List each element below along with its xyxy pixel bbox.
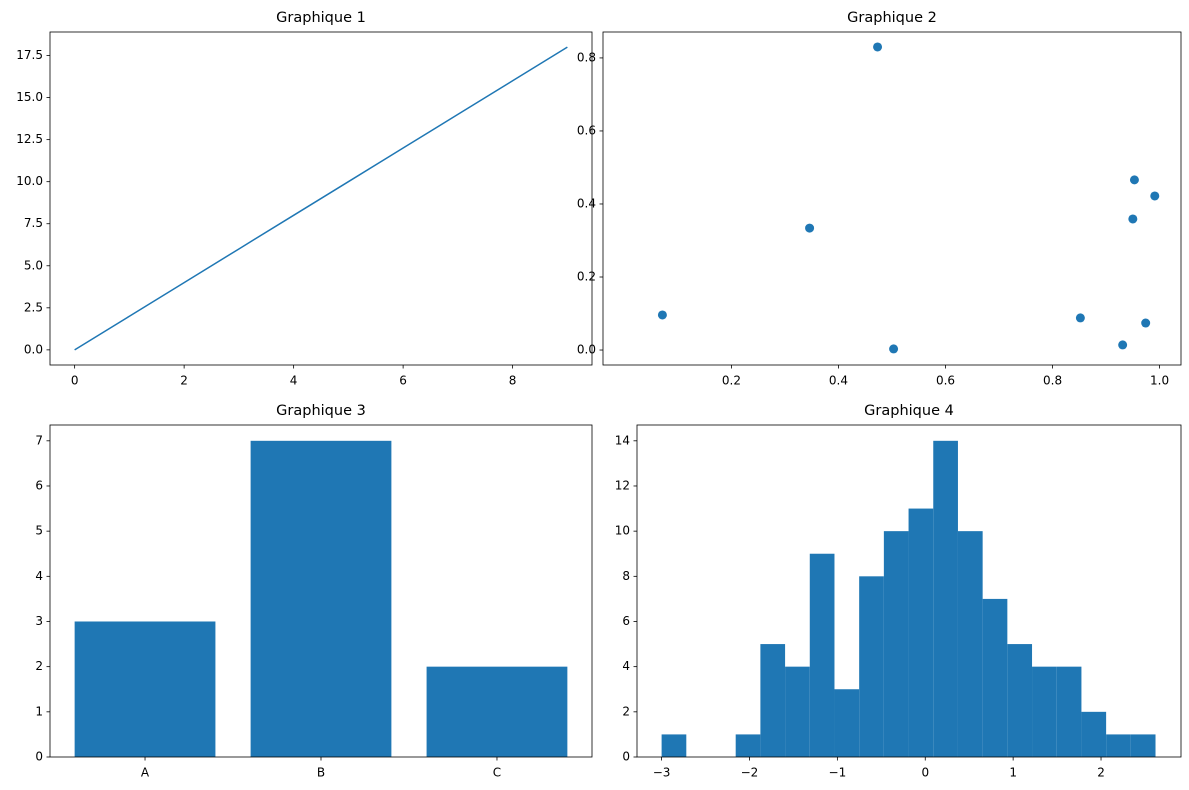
y-tick-label: 5 bbox=[35, 524, 43, 538]
x-tick-label: A bbox=[141, 766, 150, 780]
hist-bar bbox=[735, 734, 761, 757]
y-tick-label: 10.0 bbox=[16, 174, 43, 188]
x-tick-label: 2 bbox=[1097, 766, 1105, 780]
y-tick-label: 0.2 bbox=[577, 270, 596, 284]
y-tick-label: 0.4 bbox=[577, 196, 596, 210]
hist-bar bbox=[1032, 666, 1057, 757]
point bbox=[873, 42, 883, 52]
y-tick-label: 6 bbox=[622, 614, 630, 628]
point bbox=[1075, 313, 1085, 323]
chart-title: Graphique 1 bbox=[276, 10, 366, 26]
bar bbox=[250, 440, 392, 757]
hist-bar bbox=[1056, 666, 1082, 757]
x-tick-label: −2 bbox=[741, 766, 759, 780]
point bbox=[1128, 214, 1138, 224]
plot-frame bbox=[49, 424, 593, 758]
x-tick-label: C bbox=[493, 766, 501, 780]
x-tick-label: 0.8 bbox=[1043, 374, 1062, 388]
hist-bar bbox=[1130, 734, 1156, 757]
y-tick-label: 15.0 bbox=[16, 90, 43, 104]
point bbox=[805, 223, 815, 233]
x-tick-label: 0 bbox=[921, 766, 929, 780]
hist-bar bbox=[834, 689, 860, 757]
hist-bar bbox=[1081, 711, 1107, 757]
y-tick-label: 12.5 bbox=[16, 132, 43, 146]
x-tick-label: −3 bbox=[653, 766, 671, 780]
point bbox=[1118, 340, 1128, 350]
x-tick-label: 1.0 bbox=[1150, 374, 1169, 388]
point bbox=[1129, 175, 1139, 185]
x-tick-label: B bbox=[317, 766, 325, 780]
y-tick-label: 2 bbox=[622, 704, 630, 718]
chart-title: Graphique 4 bbox=[864, 403, 954, 419]
point bbox=[1150, 191, 1160, 201]
y-tick-label: 2 bbox=[35, 659, 43, 673]
x-tick-label: −1 bbox=[829, 766, 847, 780]
y-tick-label: 0.6 bbox=[577, 123, 596, 137]
line bbox=[74, 46, 568, 351]
bar bbox=[74, 621, 216, 757]
chart-title: Graphique 2 bbox=[847, 10, 937, 26]
point bbox=[1141, 318, 1151, 328]
y-tick-label: 3 bbox=[35, 614, 43, 628]
x-tick-label: 2 bbox=[180, 374, 188, 388]
y-tick-label: 0 bbox=[622, 750, 630, 764]
hist-bar bbox=[982, 598, 1008, 757]
y-tick-label: 6 bbox=[35, 478, 43, 492]
y-tick-label: 4 bbox=[622, 659, 630, 673]
hist-bar bbox=[933, 440, 958, 757]
x-tick-label: 4 bbox=[290, 374, 298, 388]
hist-bar bbox=[809, 553, 835, 757]
y-tick-label: 7.5 bbox=[24, 216, 43, 230]
chart-title: Graphique 3 bbox=[276, 403, 366, 419]
y-tick-label: 12 bbox=[615, 478, 630, 492]
y-tick-label: 5.0 bbox=[24, 258, 43, 272]
y-tick-label: 2.5 bbox=[24, 300, 43, 314]
x-tick-label: 0 bbox=[71, 374, 79, 388]
y-tick-label: 7 bbox=[35, 433, 43, 447]
y-tick-label: 0.8 bbox=[577, 50, 596, 64]
point bbox=[889, 344, 899, 354]
point bbox=[657, 310, 667, 320]
hist-bar bbox=[859, 576, 884, 757]
y-tick-label: 10 bbox=[615, 524, 630, 538]
y-tick-label: 17.5 bbox=[16, 48, 43, 62]
y-tick-label: 4 bbox=[35, 569, 43, 583]
x-tick-label: 0.2 bbox=[722, 374, 741, 388]
plot-frame bbox=[602, 31, 1182, 366]
plot-frame bbox=[636, 424, 1182, 758]
y-tick-label: 0.0 bbox=[24, 342, 43, 356]
y-tick-label: 0.0 bbox=[577, 343, 596, 357]
bar bbox=[426, 666, 568, 757]
hist-bar bbox=[1007, 644, 1033, 757]
y-tick-label: 14 bbox=[615, 433, 630, 447]
y-tick-label: 8 bbox=[622, 569, 630, 583]
hist-bar bbox=[785, 666, 810, 757]
y-tick-label: 1 bbox=[35, 704, 43, 718]
x-tick-label: 8 bbox=[509, 374, 517, 388]
y-tick-label: 0 bbox=[35, 750, 43, 764]
x-tick-label: 6 bbox=[399, 374, 407, 388]
hist-bar bbox=[957, 531, 983, 757]
x-tick-label: 1 bbox=[1009, 766, 1017, 780]
x-tick-label: 0.6 bbox=[936, 374, 955, 388]
hist-bar bbox=[1106, 734, 1131, 757]
x-tick-label: 0.4 bbox=[829, 374, 848, 388]
plot-frame bbox=[49, 31, 593, 366]
hist-bar bbox=[908, 508, 934, 757]
hist-bar bbox=[883, 531, 909, 757]
hist-bar bbox=[661, 734, 687, 757]
hist-bar bbox=[760, 644, 786, 757]
